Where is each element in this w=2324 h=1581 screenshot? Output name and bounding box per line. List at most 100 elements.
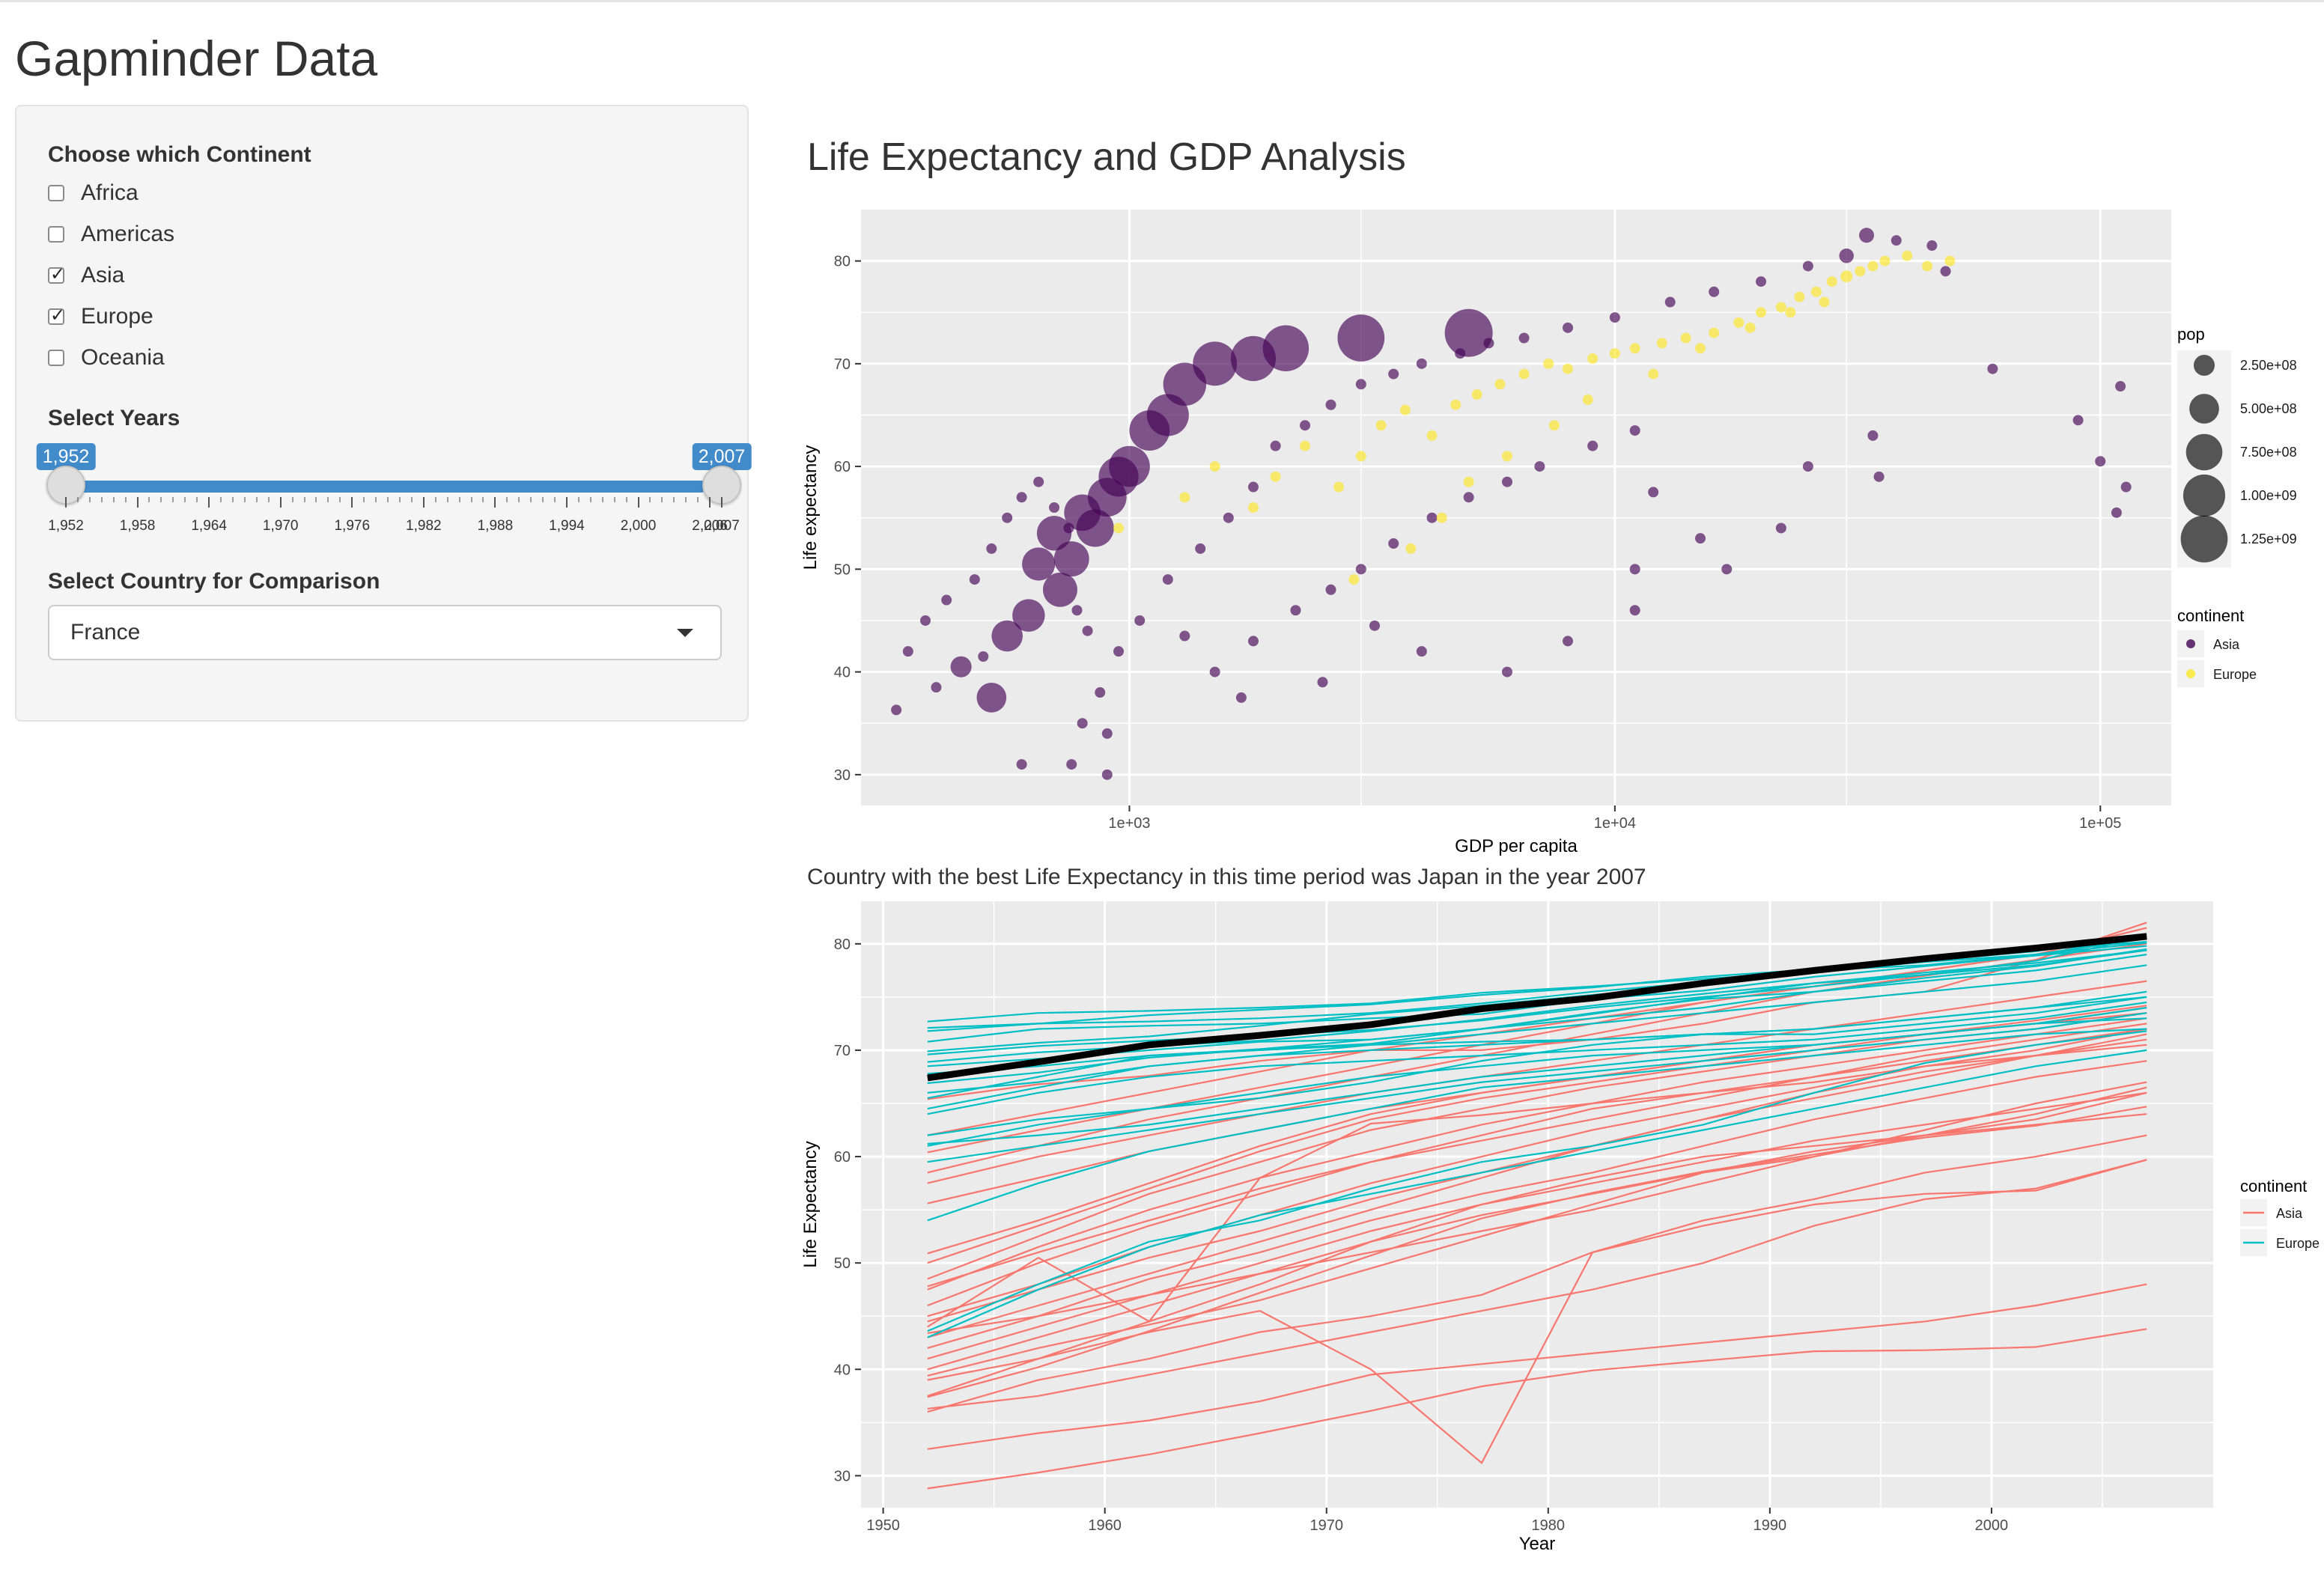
continent-option-africa[interactable]: Africa bbox=[48, 178, 139, 208]
slider-tick bbox=[65, 497, 67, 508]
y-tick-label: 40 bbox=[834, 1362, 851, 1378]
data-point bbox=[1300, 420, 1311, 431]
series-line-europe bbox=[927, 964, 2147, 1094]
data-point bbox=[1802, 461, 1813, 472]
slider-tick bbox=[458, 497, 460, 502]
continent-option-europe[interactable]: Europe bbox=[48, 302, 153, 332]
slider-tick bbox=[255, 497, 258, 502]
data-point bbox=[1002, 512, 1013, 523]
size-legend-key bbox=[2189, 394, 2219, 424]
data-point bbox=[1534, 461, 1545, 472]
x-tick-label: 1e+03 bbox=[1108, 815, 1150, 832]
slider-tick bbox=[554, 497, 556, 502]
data-point bbox=[1179, 630, 1190, 642]
data-point bbox=[1879, 255, 1890, 266]
data-point bbox=[1775, 302, 1786, 313]
series-line-asia bbox=[927, 1159, 2147, 1410]
y-tick-label: 30 bbox=[834, 1468, 851, 1484]
checkbox-africa[interactable] bbox=[48, 185, 64, 201]
data-point bbox=[1049, 502, 1060, 513]
data-point bbox=[1785, 307, 1796, 318]
data-point bbox=[1129, 410, 1170, 451]
slider-tick bbox=[434, 497, 436, 502]
data-point bbox=[1563, 636, 1574, 647]
color-legend-key bbox=[2186, 639, 2195, 648]
data-point bbox=[1587, 440, 1598, 451]
data-point bbox=[1648, 368, 1659, 380]
series-line-asia bbox=[927, 1028, 2147, 1328]
slider-tick bbox=[291, 497, 293, 502]
data-point bbox=[1064, 494, 1101, 531]
data-point bbox=[986, 543, 997, 554]
slider-tick bbox=[387, 497, 389, 502]
slider-tick bbox=[231, 497, 234, 502]
data-point bbox=[1388, 368, 1399, 380]
data-point bbox=[1230, 335, 1277, 382]
slider-tick bbox=[673, 497, 675, 502]
checkbox-oceania[interactable] bbox=[48, 350, 64, 366]
size-legend-label: 7.50e+08 bbox=[2240, 445, 2297, 460]
data-point bbox=[1839, 249, 1854, 264]
checkbox-europe[interactable] bbox=[48, 305, 65, 326]
data-point bbox=[1744, 322, 1756, 333]
country-select[interactable]: France bbox=[48, 605, 722, 660]
slider-tick bbox=[136, 497, 139, 508]
line-legend-title: continent bbox=[2240, 1177, 2307, 1195]
best-country-caption: Country with the best Life Expectancy in… bbox=[807, 865, 1646, 889]
data-point bbox=[1113, 646, 1125, 657]
x-tick-label: 2000 bbox=[1975, 1517, 2009, 1534]
continent-option-asia[interactable]: Asia bbox=[48, 261, 124, 290]
data-point bbox=[1756, 276, 1767, 287]
slider-tick-label: 1,952 bbox=[48, 518, 84, 534]
continent-option-oceania[interactable]: Oceania bbox=[48, 343, 165, 373]
x-tick-label: 1e+04 bbox=[1594, 815, 1636, 832]
slider-tick-label: 2,006 bbox=[692, 518, 728, 534]
slider-tick bbox=[112, 497, 115, 502]
slider-tick bbox=[613, 497, 615, 502]
continent-option-americas[interactable]: Americas bbox=[48, 219, 174, 249]
data-point bbox=[2120, 481, 2132, 493]
slider-tick-label: 1,958 bbox=[119, 518, 156, 534]
slider-tick bbox=[709, 497, 711, 508]
data-point bbox=[1502, 451, 1513, 462]
years-slider[interactable]: 1,952 2,007 1,952 1,958 1,964 1,970 1,976 1,9… bbox=[33, 421, 752, 540]
checkbox-americas[interactable] bbox=[48, 226, 64, 243]
data-point bbox=[1325, 584, 1336, 595]
size-legend-label: 2.50e+08 bbox=[2240, 358, 2297, 373]
data-point bbox=[1016, 759, 1027, 770]
slider-tick bbox=[506, 497, 508, 502]
data-point bbox=[1053, 541, 1089, 577]
series-line-asia bbox=[927, 1091, 2147, 1360]
slider-tick-label: 1,994 bbox=[549, 518, 585, 534]
slider-tick bbox=[279, 497, 282, 508]
size-legend-label: 1.25e+09 bbox=[2240, 531, 2297, 546]
data-point bbox=[1247, 481, 1259, 493]
size-legend-key bbox=[2185, 433, 2223, 471]
checkbox-asia[interactable] bbox=[48, 264, 65, 284]
slider-tick bbox=[649, 497, 651, 502]
series-line-asia bbox=[927, 1060, 2147, 1349]
data-point bbox=[991, 620, 1023, 652]
series-line-europe bbox=[927, 942, 2147, 1023]
data-point bbox=[1609, 348, 1620, 359]
slider-to-label: 2,007 bbox=[692, 443, 752, 470]
data-point bbox=[1902, 250, 1913, 261]
data-point bbox=[1333, 481, 1345, 493]
slider-tick bbox=[124, 497, 127, 502]
size-legend-key bbox=[2180, 515, 2228, 563]
data-point bbox=[1680, 332, 1691, 344]
data-point bbox=[1375, 420, 1387, 431]
slider-tick-label: 1,982 bbox=[406, 518, 442, 534]
checkbox-label: Asia bbox=[81, 263, 125, 287]
data-point bbox=[1134, 615, 1146, 626]
data-point bbox=[1543, 358, 1554, 369]
data-point bbox=[1388, 538, 1399, 549]
slider-tick bbox=[661, 497, 663, 502]
data-point bbox=[1756, 307, 1767, 318]
data-point bbox=[1518, 368, 1530, 380]
slider-track[interactable] bbox=[64, 481, 707, 493]
color-legend-key bbox=[2186, 669, 2195, 678]
series-line-asia bbox=[927, 1028, 2147, 1318]
data-point bbox=[950, 656, 972, 677]
data-point bbox=[978, 651, 989, 662]
